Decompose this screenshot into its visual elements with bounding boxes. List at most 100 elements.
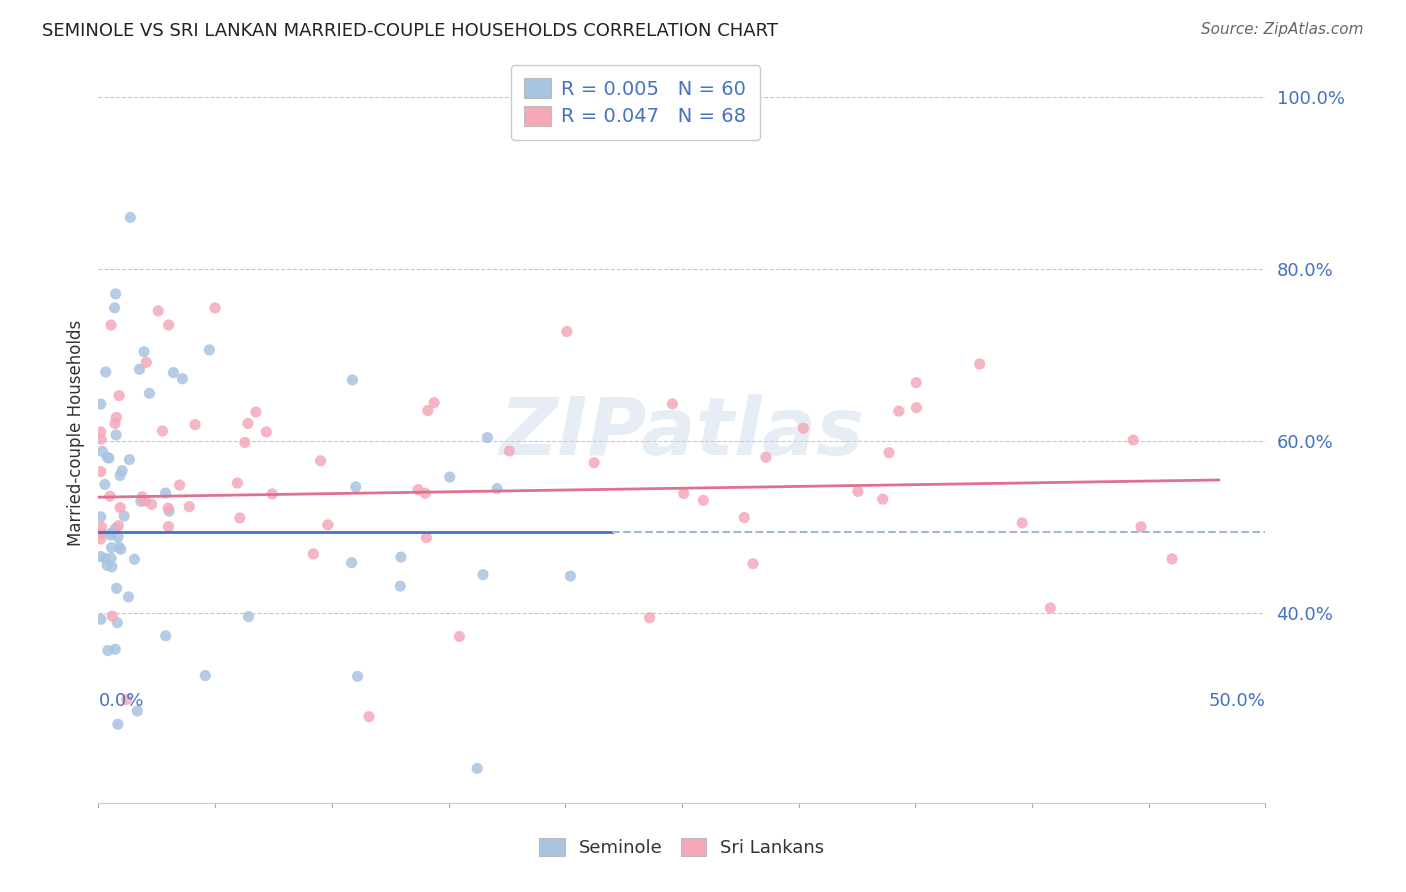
Point — [105, 428, 128, 442]
Point — [152, 424, 174, 438]
Point — [449, 630, 471, 644]
Point — [198, 343, 221, 357]
Point — [108, 540, 131, 554]
Point — [672, 486, 695, 500]
Point — [439, 470, 461, 484]
Text: ZIPatlas: ZIPatlas — [499, 393, 865, 472]
Point — [100, 528, 122, 542]
Point — [742, 557, 765, 571]
Point — [90, 532, 112, 546]
Point — [229, 511, 252, 525]
Point — [184, 417, 207, 432]
Point — [98, 489, 121, 503]
Point — [162, 366, 184, 380]
Point — [148, 304, 170, 318]
Point — [120, 211, 142, 225]
Point — [105, 615, 128, 630]
Point — [179, 500, 201, 514]
Point — [138, 386, 160, 401]
Point — [846, 484, 869, 499]
Point — [583, 456, 606, 470]
Point — [302, 547, 325, 561]
Point — [90, 520, 112, 534]
Point — [157, 519, 180, 533]
Point — [108, 500, 131, 515]
Point — [316, 517, 339, 532]
Point — [104, 417, 127, 431]
Point — [172, 372, 194, 386]
Point — [110, 542, 132, 557]
Point — [486, 482, 509, 496]
Point — [238, 609, 260, 624]
Point — [129, 494, 152, 508]
Point — [118, 452, 141, 467]
Point — [342, 373, 364, 387]
Point — [90, 432, 112, 446]
Point — [887, 404, 910, 418]
Point — [346, 669, 368, 683]
Point — [157, 501, 180, 516]
Point — [94, 477, 117, 491]
Point — [204, 301, 226, 315]
Point — [90, 509, 112, 524]
Point — [477, 431, 499, 445]
Point — [1130, 520, 1153, 534]
Point — [413, 486, 436, 500]
Point — [96, 450, 118, 465]
Point — [131, 490, 153, 504]
Point — [423, 395, 446, 409]
Point — [254, 425, 277, 439]
Point — [233, 435, 256, 450]
Point — [344, 480, 367, 494]
Text: 50.0%: 50.0% — [1209, 692, 1265, 710]
Point — [100, 541, 122, 555]
Point — [100, 318, 122, 332]
Point — [104, 522, 127, 536]
Point — [1161, 552, 1184, 566]
Point — [472, 567, 495, 582]
Point — [357, 709, 380, 723]
Point — [141, 497, 163, 511]
Point — [1122, 433, 1144, 447]
Point — [194, 668, 217, 682]
Point — [90, 465, 112, 479]
Point — [105, 582, 128, 596]
Point — [90, 526, 112, 541]
Point — [792, 421, 814, 435]
Point — [97, 643, 120, 657]
Point — [498, 444, 520, 458]
Point — [101, 560, 124, 574]
Point — [100, 526, 122, 541]
Point — [262, 487, 284, 501]
Point — [905, 376, 928, 390]
Point — [134, 494, 156, 508]
Text: SEMINOLE VS SRI LANKAN MARRIED-COUPLE HOUSEHOLDS CORRELATION CHART: SEMINOLE VS SRI LANKAN MARRIED-COUPLE HO… — [42, 22, 778, 40]
Point — [416, 403, 439, 417]
Point — [733, 510, 755, 524]
Point — [108, 388, 131, 402]
Point — [105, 410, 128, 425]
Point — [877, 446, 900, 460]
Point — [157, 318, 180, 332]
Point — [1039, 601, 1062, 615]
Point — [128, 362, 150, 376]
Point — [406, 483, 429, 497]
Point — [226, 476, 249, 491]
Point — [112, 509, 135, 524]
Point — [104, 286, 127, 301]
Point — [100, 551, 122, 566]
Point — [91, 444, 114, 458]
Point — [638, 611, 661, 625]
Point — [111, 464, 134, 478]
Point — [155, 486, 177, 500]
Point — [905, 401, 928, 415]
Point — [135, 355, 157, 369]
Point — [107, 530, 129, 544]
Point — [245, 405, 267, 419]
Point — [90, 425, 112, 439]
Point — [107, 518, 129, 533]
Point — [309, 454, 332, 468]
Point — [415, 531, 437, 545]
Text: 0.0%: 0.0% — [98, 692, 143, 710]
Point — [101, 609, 124, 624]
